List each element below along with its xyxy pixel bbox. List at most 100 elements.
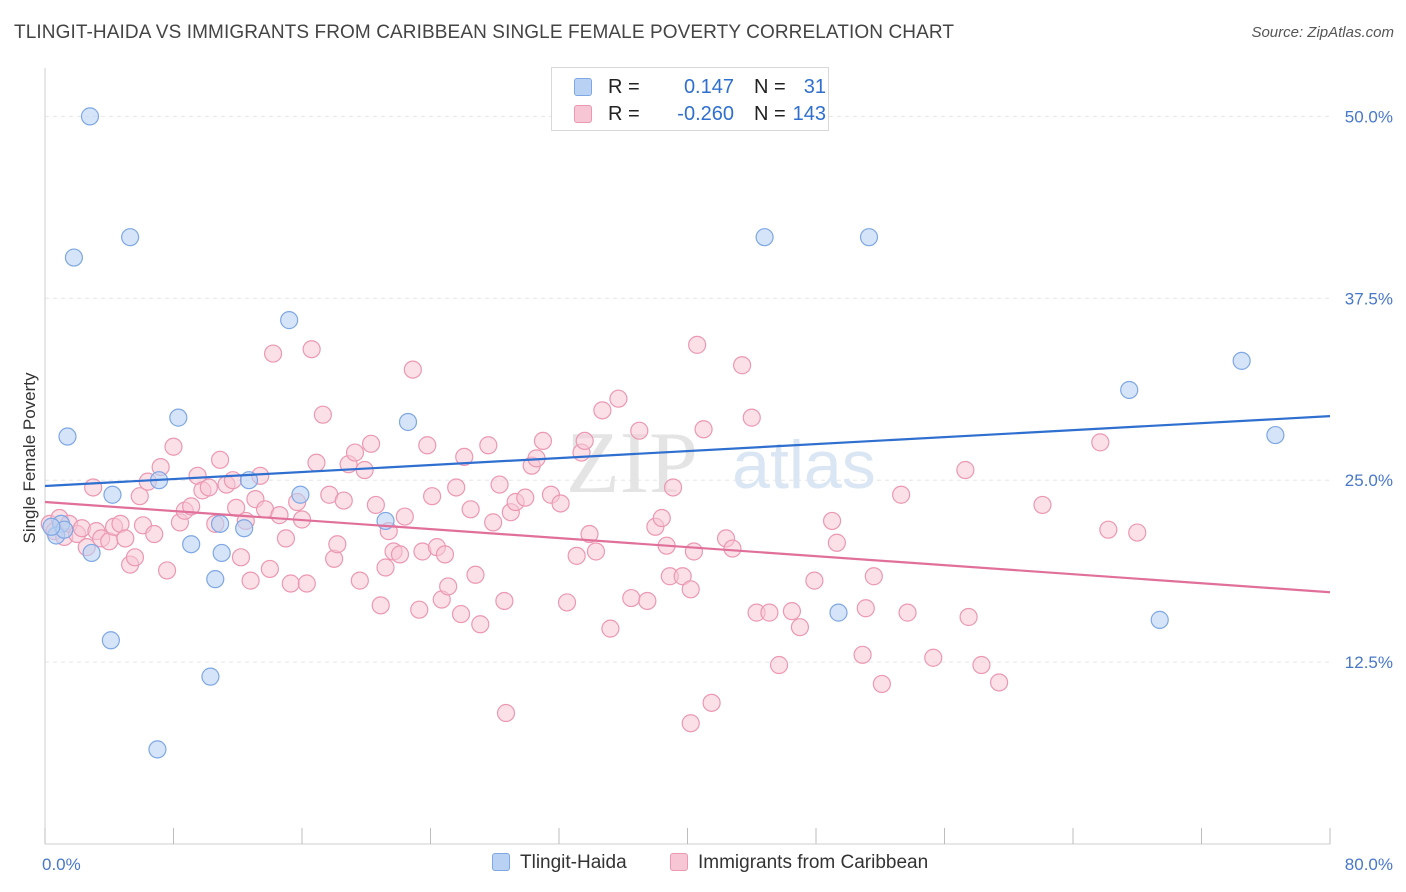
caribbean-point [471, 615, 490, 634]
tlingit-point [859, 228, 879, 247]
caribbean-point [496, 703, 516, 723]
x-tick-label: 0.0% [42, 855, 81, 874]
watermark-atlas: atlas [732, 427, 876, 503]
caribbean-point [302, 340, 321, 359]
caribbean-point [376, 558, 395, 577]
caribbean-point [956, 460, 975, 480]
tlingit-point [101, 631, 120, 650]
tlingit-point [206, 570, 225, 589]
caribbean-point [622, 588, 641, 608]
caribbean-point [345, 443, 365, 462]
caribbean-point [418, 436, 437, 455]
caribbean-point [733, 356, 752, 375]
caribbean-point [673, 567, 692, 586]
caribbean-point [223, 471, 243, 490]
legend-item-caribbean: Immigrants from Caribbean [670, 852, 928, 874]
x-tick-label: 80.0% [1345, 855, 1393, 874]
tlingit-point [64, 248, 84, 267]
caribbean-point [760, 603, 779, 622]
tlingit-point [201, 667, 220, 686]
caribbean-point [822, 511, 842, 531]
tlingit-point [755, 228, 774, 247]
caribbean-point [451, 604, 471, 624]
caribbean-point [688, 335, 707, 354]
caribbean-point [567, 546, 586, 565]
caribbean-point [125, 548, 145, 567]
tlingit-trend-line [44, 415, 1331, 488]
caribbean-point [827, 533, 846, 552]
caribbean-point [681, 580, 700, 599]
tlingit-point [210, 514, 230, 533]
caribbean-point [210, 450, 230, 469]
tlingit-points [42, 107, 1285, 759]
caribbean-point [495, 591, 514, 611]
tlingit-point [169, 408, 188, 427]
caribbean-swatch [574, 105, 592, 123]
caribbean-point [435, 545, 455, 564]
caribbean-point [769, 655, 789, 675]
r-label: R = [608, 103, 640, 125]
caribbean-point [856, 599, 875, 618]
caribbean-point [853, 645, 872, 664]
caribbean-point [601, 619, 620, 638]
caribbean-point [684, 542, 704, 561]
chart-title: TLINGIT-HAIDA VS IMMIGRANTS FROM CARIBBE… [14, 22, 955, 43]
caribbean-point [410, 600, 429, 619]
watermark: ZIP atlas [566, 415, 876, 512]
caribbean-point [461, 500, 480, 519]
y-axis-labels: 12.5% 25.0% 37.5% 50.0% [1345, 107, 1393, 672]
caribbean-point [297, 574, 316, 593]
caribbean-point [270, 506, 289, 525]
n-label: N = [754, 103, 786, 125]
caribbean-point [593, 401, 612, 420]
caribbean-point [263, 344, 283, 363]
legend-label-caribbean: Immigrants from Caribbean [698, 852, 929, 873]
caribbean-point [663, 478, 683, 497]
caribbean-point [557, 593, 577, 612]
caribbean-point [533, 431, 553, 450]
caribbean-point [484, 513, 503, 532]
caribbean-point [630, 421, 649, 440]
caribbean-point [1128, 523, 1147, 542]
caribbean-point [199, 478, 218, 497]
source-label: Source: ZipAtlas.com [1251, 24, 1394, 41]
caribbean-point [334, 491, 353, 510]
tlingit-point [42, 517, 61, 536]
caribbean-point [1099, 520, 1118, 539]
tlingit-point [58, 427, 77, 446]
n-label: N = [754, 76, 786, 98]
correlation-legend: R = 0.147 N = 31 R = -0.260 N = 143 [551, 67, 829, 131]
tlingit-swatch [574, 78, 592, 96]
caribbean-point [959, 607, 978, 627]
caribbean-point [130, 487, 149, 506]
r-value: -0.260 [677, 103, 734, 125]
caribbean-point [116, 529, 135, 548]
caribbean-swatch [670, 853, 688, 871]
caribbean-point [260, 559, 279, 579]
caribbean-point [892, 485, 911, 504]
caribbean-point [864, 567, 883, 586]
tlingit-swatch [492, 853, 510, 871]
r-label: R = [608, 76, 640, 98]
caribbean-point [423, 487, 442, 506]
caribbean-point [652, 508, 671, 528]
caribbean-point [790, 618, 810, 637]
caribbean-point [182, 497, 201, 516]
caribbean-point [447, 478, 466, 497]
tlingit-point [1266, 425, 1285, 445]
caribbean-point [231, 548, 251, 567]
caribbean-point [328, 535, 347, 554]
y-axis-title: Single Female Poverty [20, 372, 39, 544]
caribbean-point [490, 475, 509, 494]
caribbean-point [580, 524, 599, 544]
tlingit-point [121, 228, 140, 247]
caribbean-point [551, 494, 570, 513]
caribbean-point [681, 714, 700, 733]
caribbean-point [972, 655, 991, 675]
legend-item-tlingit: Tlingit-Haida [492, 852, 627, 874]
trend-lines [44, 415, 1331, 594]
caribbean-point [694, 420, 713, 439]
caribbean-point [455, 447, 474, 467]
caribbean-point [702, 693, 721, 712]
